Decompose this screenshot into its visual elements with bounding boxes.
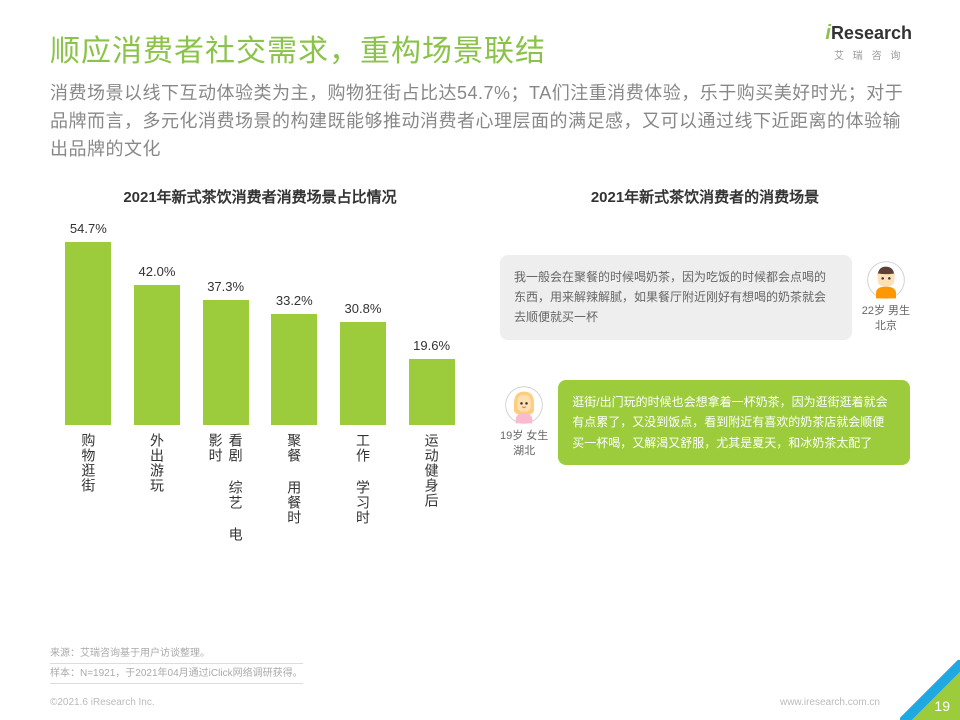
bar-rect-1 bbox=[134, 285, 180, 425]
bar-rect-5 bbox=[409, 359, 455, 424]
footnote-1: 来源：艾瑞咨询基于用户访谈整理。 bbox=[50, 644, 303, 664]
male-avatar-icon bbox=[866, 260, 906, 300]
quote-1-text: 我一般会在聚餐的时候喝奶茶，因为吃饭的时候都会点喝的东西，用来解辣解腻，如果餐厅… bbox=[500, 255, 852, 340]
bar-rect-0 bbox=[65, 242, 111, 424]
bar-2: 37.3% 看剧 综艺 电影时 bbox=[197, 279, 255, 552]
footnotes: 来源：艾瑞咨询基于用户访谈整理。 样本：N=1921，于2021年04月通过iC… bbox=[50, 644, 303, 684]
page-number: 19 bbox=[934, 698, 950, 714]
bar-label-3: 33.2% bbox=[276, 293, 313, 308]
bar-category-4: 工作 学习时 bbox=[353, 433, 373, 553]
page-number-corner: 19 bbox=[900, 660, 960, 720]
bar-5: 19.6% 运动健身后 bbox=[403, 338, 461, 552]
page-subtitle: 消费场景以线下互动体验类为主，购物狂街占比达54.7%；TA们注重消费体验，乐于… bbox=[50, 80, 910, 164]
bar-category-2: 看剧 综艺 电影时 bbox=[206, 433, 246, 553]
bar-label-5: 19.6% bbox=[413, 338, 450, 353]
quote-row-1: 我一般会在聚餐的时候喝奶茶，因为吃饭的时候都会点喝的东西，用来解辣解腻，如果餐厅… bbox=[500, 255, 910, 340]
bar-3: 33.2% 聚餐 用餐时 bbox=[265, 293, 323, 553]
chart-title: 2021年新式茶饮消费者消费场景占比情况 bbox=[50, 186, 470, 207]
bar-label-2: 37.3% bbox=[207, 279, 244, 294]
logo-rest: Research bbox=[831, 23, 912, 43]
bar-rect-4 bbox=[340, 322, 386, 425]
bar-category-3: 聚餐 用餐时 bbox=[284, 433, 304, 553]
chart-panel: 2021年新式茶饮消费者消费场景占比情况 54.7% 购物逛街 42.0% 外出游玩 3… bbox=[50, 186, 470, 553]
url: www.iresearch.com.cn bbox=[780, 697, 880, 708]
quotes-panel: 2021年新式茶饮消费者的消费场景 我一般会在聚餐的时候喝奶茶，因为吃饭的时候都… bbox=[500, 186, 910, 553]
bar-label-4: 30.8% bbox=[345, 301, 382, 316]
quote-2-text: 逛街/出门玩的时候也会想拿着一杯奶茶，因为逛街逛着就会有点累了，又没到饭点，看到… bbox=[558, 380, 910, 465]
logo-sub: 艾 瑞 咨 询 bbox=[825, 47, 912, 62]
bar-rect-3 bbox=[271, 314, 317, 425]
bar-4: 30.8% 工作 学习时 bbox=[334, 301, 392, 553]
page-title: 顺应消费者社交需求，重构场景联结 bbox=[50, 26, 910, 70]
bar-category-5: 运动健身后 bbox=[422, 433, 442, 553]
bar-label-1: 42.0% bbox=[139, 264, 176, 279]
bar-label-0: 54.7% bbox=[70, 221, 107, 236]
logo: iResearch 艾 瑞 咨 询 bbox=[825, 22, 912, 62]
right-title: 2021年新式茶饮消费者的消费场景 bbox=[500, 186, 910, 207]
bar-0: 54.7% 购物逛街 bbox=[59, 221, 117, 552]
bar-rect-2 bbox=[203, 300, 249, 424]
bar-category-1: 外出游玩 bbox=[147, 433, 167, 553]
bar-category-0: 购物逛街 bbox=[78, 433, 98, 553]
copyright: ©2021.6 iResearch Inc. www.iresearch.com… bbox=[50, 697, 155, 708]
footnote-2: 样本：N=1921，于2021年04月通过iClick网络调研获得。 bbox=[50, 664, 303, 684]
bar-chart: 54.7% 购物逛街 42.0% 外出游玩 37.3% 看剧 综艺 电影时 33.2% 聚餐 … bbox=[50, 223, 470, 553]
quote-2-person-loc: 湖北 bbox=[513, 444, 535, 459]
quote-2-person: 19岁 女生 湖北 bbox=[500, 385, 548, 460]
quote-1-person-loc: 北京 bbox=[875, 319, 897, 334]
bar-1: 42.0% 外出游玩 bbox=[128, 264, 186, 553]
quote-row-2: 19岁 女生 湖北 逛街/出门玩的时候也会想拿着一杯奶茶，因为逛街逛着就会有点累… bbox=[500, 380, 910, 465]
female-avatar-icon bbox=[504, 385, 544, 425]
quote-1-person: 22岁 男生 北京 bbox=[862, 260, 910, 335]
quote-1-person-age: 22岁 男生 bbox=[862, 304, 910, 319]
quote-2-person-age: 19岁 女生 bbox=[500, 429, 548, 444]
